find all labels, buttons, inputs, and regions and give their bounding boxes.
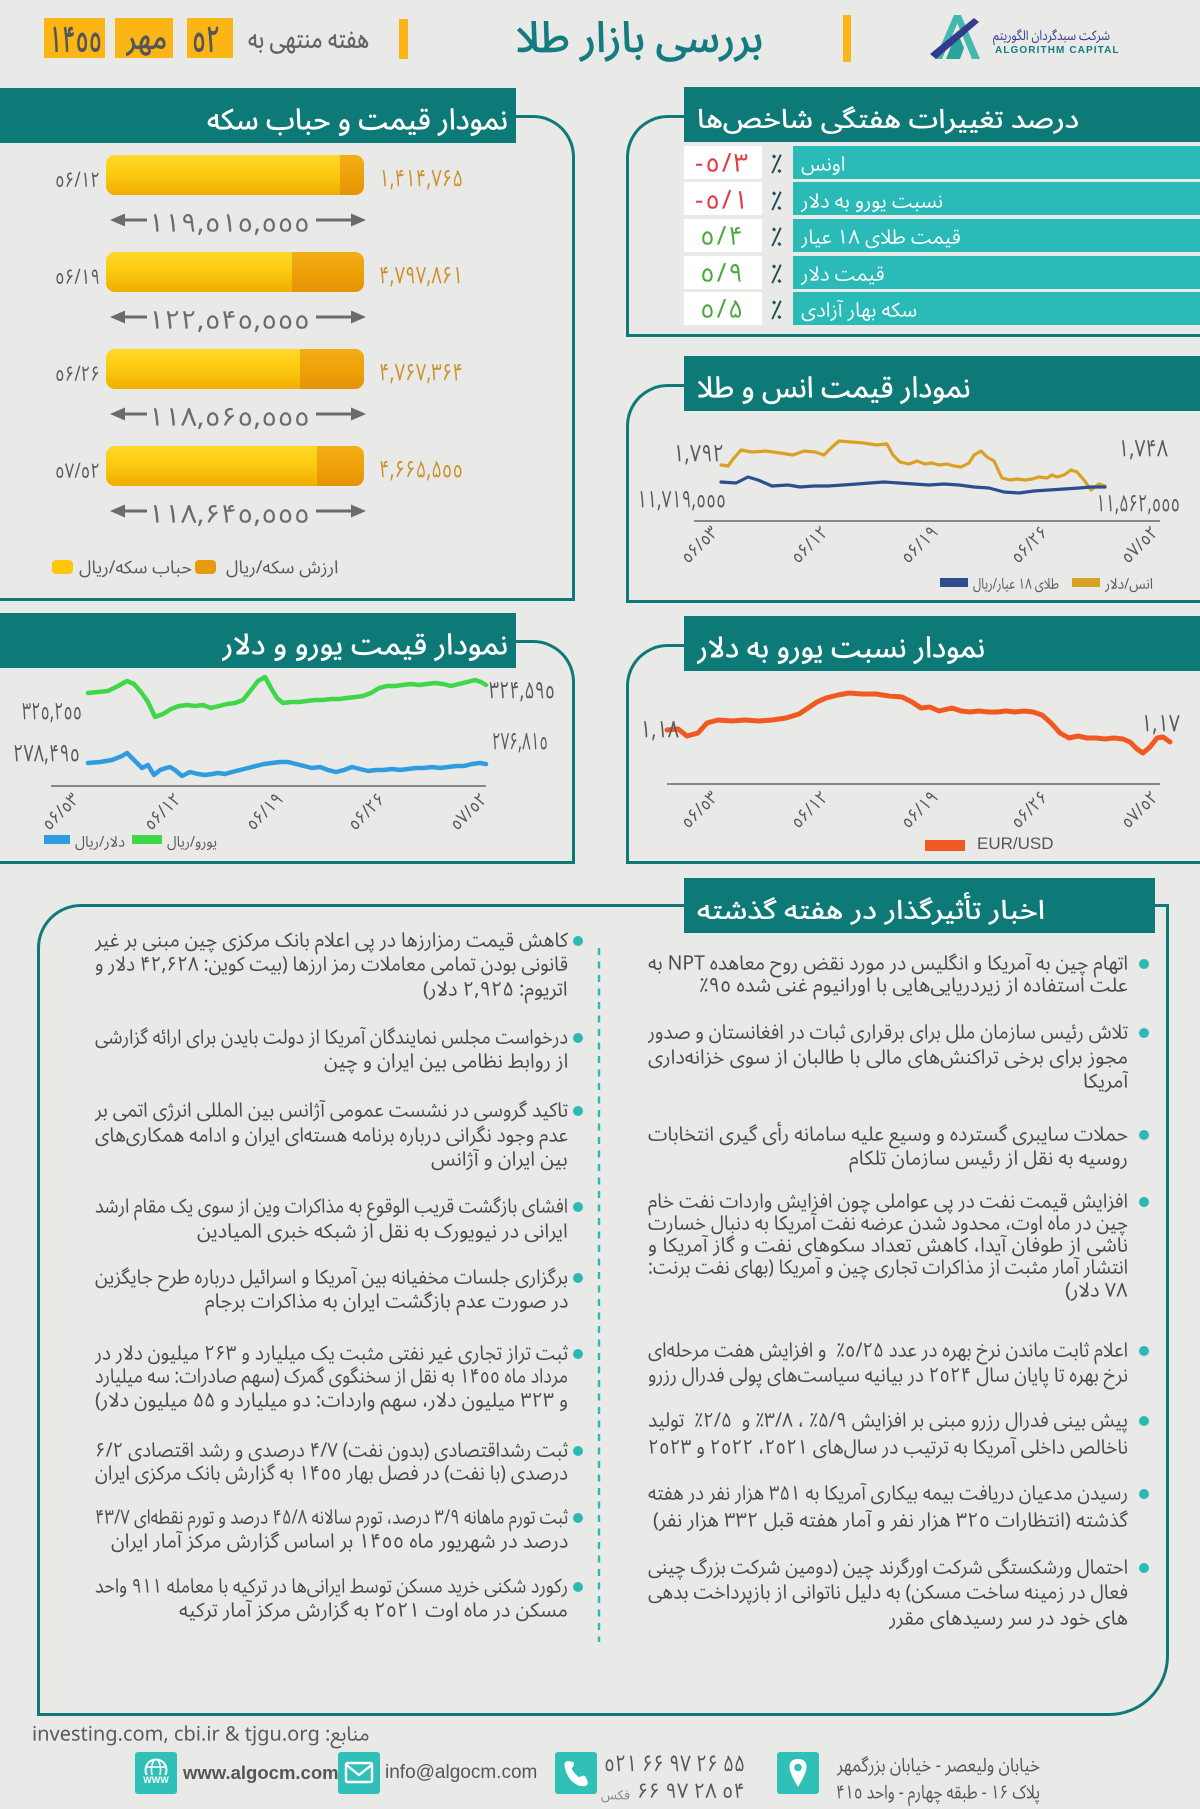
svg-text:WWW: WWW	[143, 1775, 169, 1785]
